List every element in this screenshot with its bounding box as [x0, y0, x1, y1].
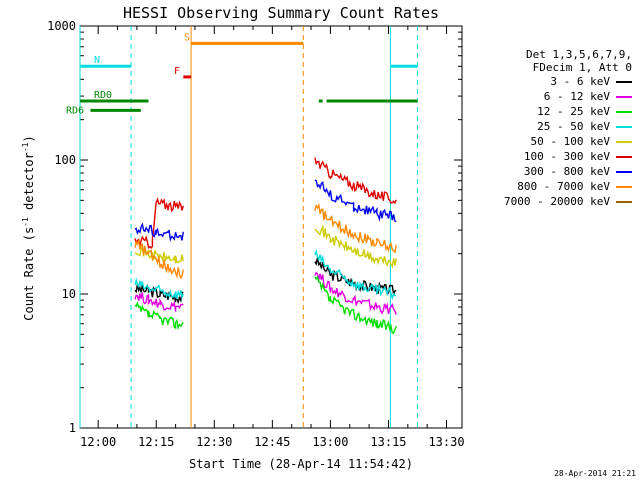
- plot-area: 1 10 100 1000 12:00 12:15 12:30 12:45 13:00 13:15…: [47, 19, 464, 449]
- x-tick-label: 12:15: [138, 435, 174, 449]
- legend-header: FDecim 1, Att 0: [532, 61, 632, 74]
- x-tick-label: 13:30: [428, 435, 464, 449]
- legend-label: 100 - 300 keV: [523, 150, 610, 163]
- legend-swatch: [616, 80, 632, 83]
- x-tick-label: 13:00: [312, 435, 348, 449]
- y-tick-label: 1000: [47, 19, 76, 33]
- state-label: RD6: [66, 105, 84, 116]
- series-line: [134, 292, 184, 312]
- y-label-end: ): [22, 135, 36, 142]
- legend-swatch: [616, 185, 632, 188]
- y-label-sup1: -1: [21, 217, 30, 227]
- x-tick-label: 12:30: [196, 435, 232, 449]
- legend-item: 25 - 50 keV: [492, 119, 632, 134]
- y-tick-label: 10: [62, 287, 76, 301]
- series-line: [134, 284, 184, 305]
- legend-label: 25 - 50 keV: [537, 120, 610, 133]
- state-label: N: [94, 55, 100, 66]
- y-label-main: Count Rate (s: [22, 227, 36, 321]
- legend-item: 12 - 25 keV: [492, 104, 632, 119]
- legend-label: 3 - 6 keV: [550, 75, 610, 88]
- state-label: F: [174, 66, 180, 77]
- legend-header: Det 1,3,5,6,7,9,: [526, 48, 632, 61]
- x-tick-label: 12:00: [80, 435, 116, 449]
- legend-item: 800 - 7000 keV: [492, 179, 632, 194]
- series-line: [134, 197, 184, 249]
- legend-label: 50 - 100 keV: [530, 135, 610, 148]
- y-label-sup2: -1: [21, 142, 30, 152]
- x-tick-label: 12:45: [254, 435, 290, 449]
- y-tick-label: 1: [69, 421, 76, 435]
- series-line: [314, 179, 397, 223]
- legend-swatch: [616, 125, 632, 128]
- legend-item: 3 - 6 keV: [492, 74, 632, 89]
- legend-label: 300 - 800 keV: [523, 165, 610, 178]
- series-line: [314, 157, 397, 205]
- x-axis-label: Start Time (28-Apr-14 11:54:42): [189, 457, 413, 471]
- legend-swatch: [616, 95, 632, 98]
- series-line: [314, 275, 397, 335]
- series-line: [134, 301, 184, 331]
- y-tick-label: 100: [54, 153, 76, 167]
- legend-item: 100 - 300 keV: [492, 149, 632, 164]
- legend-label: 7000 - 20000 keV: [504, 195, 610, 208]
- legend-item: 300 - 800 keV: [492, 164, 632, 179]
- series-line: [314, 271, 397, 315]
- series-line: [134, 238, 184, 280]
- series-line: [134, 277, 184, 300]
- x-tick-label: 13:15: [370, 435, 406, 449]
- legend-label: 6 - 12 keV: [543, 90, 610, 103]
- series-line: [314, 248, 397, 301]
- legend-swatch: [616, 170, 632, 173]
- plot-frame: [79, 25, 463, 429]
- series-line: [314, 224, 397, 269]
- chart-title: HESSI Observing Summary Count Rates: [123, 4, 439, 22]
- state-label: RD0: [94, 90, 112, 101]
- legend-swatch: [616, 140, 632, 143]
- series-line: [314, 202, 397, 254]
- legend-item: 50 - 100 keV: [492, 134, 632, 149]
- y-label-mid: detector: [22, 152, 36, 217]
- legend-item: 6 - 12 keV: [492, 89, 632, 104]
- legend-item: 7000 - 20000 keV: [492, 194, 632, 209]
- legend-swatch: [616, 155, 632, 158]
- legend-label: 800 - 7000 keV: [517, 180, 610, 193]
- legend-label: 12 - 25 keV: [537, 105, 610, 118]
- series-line: [134, 222, 184, 243]
- legend-swatch: [616, 110, 632, 113]
- y-axis-label: Count Rate (s-1 detector-1): [21, 135, 36, 320]
- legend-swatch: [616, 200, 632, 203]
- timestamp: 28-Apr-2014 21:21: [554, 469, 636, 478]
- state-label: S: [184, 32, 190, 43]
